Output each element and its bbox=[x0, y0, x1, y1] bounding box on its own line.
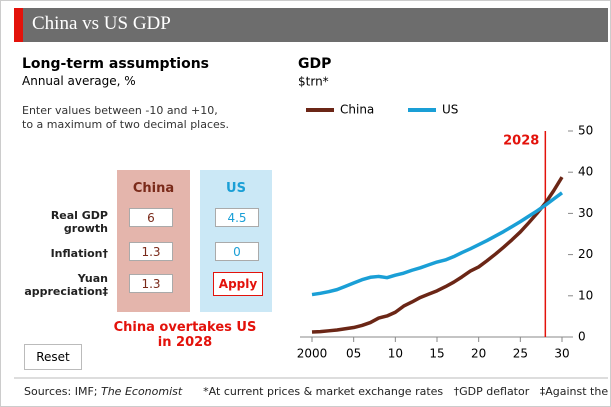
y-tick-label: 10 bbox=[578, 288, 593, 302]
column-header: China bbox=[132, 181, 175, 196]
y-tick-label: 30 bbox=[578, 206, 593, 220]
header-bar bbox=[14, 8, 608, 42]
input[interactable]: 4.5 bbox=[215, 208, 259, 227]
row-label: Inflation† bbox=[51, 247, 108, 260]
y-tick-label: 0 bbox=[578, 330, 586, 344]
x-tick-label: 2000 bbox=[297, 347, 328, 361]
row-label: Yuan appreciation‡ bbox=[24, 272, 108, 298]
column-header: US bbox=[226, 181, 246, 196]
x-tick-label: 05 bbox=[346, 347, 361, 361]
y-tick-label: 50 bbox=[578, 124, 593, 138]
input[interactable]: 1.3 bbox=[129, 274, 173, 293]
row-label-line: Yuan bbox=[77, 272, 108, 285]
page-title: China vs US GDP bbox=[32, 13, 171, 34]
apply-button[interactable]: Apply bbox=[213, 272, 263, 296]
header-accent bbox=[14, 8, 23, 42]
y-tick-label: 40 bbox=[578, 165, 593, 179]
y-tick-label: 20 bbox=[578, 247, 593, 261]
chart-subtitle: $trn* bbox=[298, 75, 329, 89]
instructions: Enter values between -10 and +10, bbox=[22, 104, 218, 117]
x-tick-label: 25 bbox=[513, 347, 528, 361]
x-tick-label: 15 bbox=[429, 347, 444, 361]
result-line: China overtakes US bbox=[113, 320, 257, 335]
legend-label: US bbox=[442, 103, 458, 117]
row-label-line: Real GDP bbox=[50, 209, 108, 222]
row-label: Real GDP growth bbox=[51, 209, 108, 235]
chart-title: GDP bbox=[298, 56, 331, 72]
legend-label: China bbox=[340, 103, 374, 117]
input[interactable]: 6 bbox=[129, 208, 173, 227]
publication: The Economist bbox=[100, 385, 183, 398]
row-label-line: Inflation† bbox=[50, 247, 108, 260]
footer: Sources: IMF; The Economist *At current … bbox=[24, 385, 611, 398]
input[interactable]: 0 bbox=[215, 242, 259, 261]
row-label-line: appreciation‡ bbox=[24, 285, 108, 298]
x-tick-label: 10 bbox=[388, 347, 403, 361]
panel-title: Long-term assumptions bbox=[22, 56, 209, 72]
sources: Sources: IMF; bbox=[24, 385, 101, 398]
marker-label: 2028 bbox=[503, 134, 539, 149]
result-line: in 2028 bbox=[157, 335, 213, 350]
x-tick-label: 30 bbox=[554, 347, 569, 361]
input[interactable]: 1.3 bbox=[129, 242, 173, 261]
instructions: to a maximum of two decimal places. bbox=[22, 118, 230, 131]
spacer bbox=[182, 385, 203, 398]
series-line bbox=[311, 191, 564, 297]
series-line bbox=[311, 176, 564, 334]
result: China overtakes US in 2028 bbox=[95, 320, 275, 350]
notes: *At current prices & market exchange rat… bbox=[203, 385, 611, 398]
reset-button[interactable]: Reset bbox=[24, 344, 82, 370]
panel-subtitle: Annual average, % bbox=[22, 74, 136, 88]
x-tick-label: 20 bbox=[471, 347, 486, 361]
row-label-line: growth bbox=[63, 222, 108, 235]
